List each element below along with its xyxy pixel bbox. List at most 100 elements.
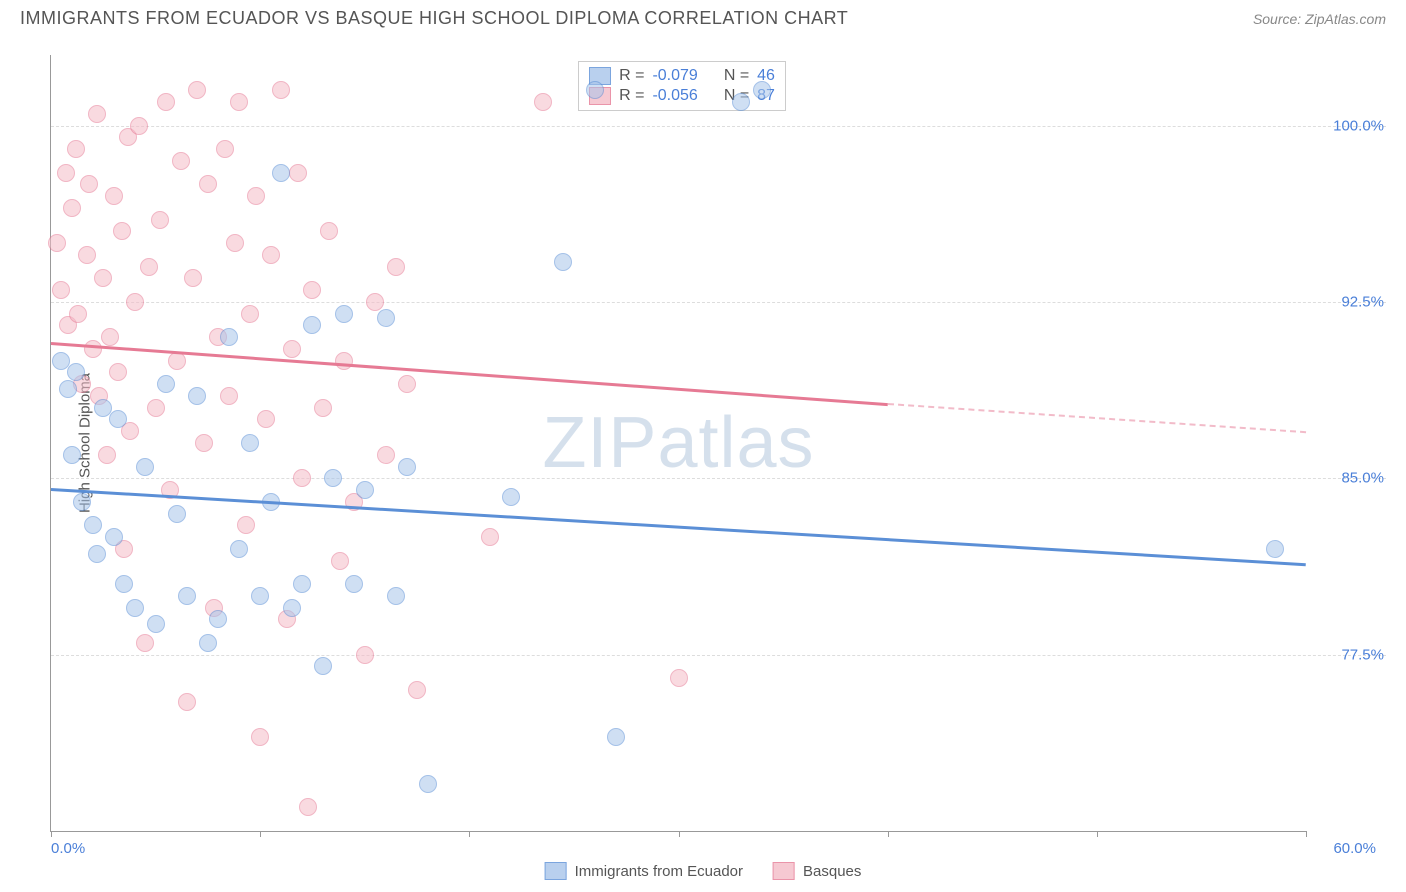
data-point [314, 657, 332, 675]
data-point [366, 293, 384, 311]
x-tick [469, 831, 470, 837]
data-point [126, 293, 144, 311]
gridline [51, 126, 1386, 127]
data-point [241, 305, 259, 323]
data-point [209, 610, 227, 628]
watermark: ZIPatlas [542, 402, 814, 484]
r-label: R = [619, 67, 644, 85]
data-point [67, 140, 85, 158]
data-point [84, 516, 102, 534]
data-point [251, 728, 269, 746]
legend-label: Basques [803, 863, 861, 880]
data-point [272, 81, 290, 99]
data-point [188, 387, 206, 405]
data-point [377, 309, 395, 327]
gridline [51, 655, 1386, 656]
data-point [178, 693, 196, 711]
trend-line-extrapolated [888, 403, 1306, 433]
data-point [283, 599, 301, 617]
data-point [88, 105, 106, 123]
data-point [377, 446, 395, 464]
data-point [220, 387, 238, 405]
x-tick [51, 831, 52, 837]
data-point [115, 575, 133, 593]
data-point [178, 587, 196, 605]
data-point [63, 199, 81, 217]
data-point [172, 152, 190, 170]
scatter-chart: High School Diploma ZIPatlas 0.0% 60.0% … [50, 55, 1306, 832]
data-point [534, 93, 552, 111]
data-point [140, 258, 158, 276]
data-point [130, 117, 148, 135]
data-point [324, 469, 342, 487]
data-point [168, 352, 186, 370]
data-point [398, 458, 416, 476]
data-point [345, 575, 363, 593]
y-tick-label: 85.0% [1341, 470, 1384, 487]
data-point [331, 552, 349, 570]
data-point [753, 81, 771, 99]
data-point [732, 93, 750, 111]
data-point [408, 681, 426, 699]
data-point [314, 399, 332, 417]
source-attribution: Source: ZipAtlas.com [1253, 11, 1386, 27]
chart-header: IMMIGRANTS FROM ECUADOR VS BASQUE HIGH S… [0, 0, 1406, 33]
data-point [257, 410, 275, 428]
data-point [293, 575, 311, 593]
r-label: R = [619, 87, 644, 105]
gridline [51, 302, 1386, 303]
data-point [320, 222, 338, 240]
data-point [481, 528, 499, 546]
data-point [289, 164, 307, 182]
data-point [199, 634, 217, 652]
data-point [195, 434, 213, 452]
data-point [387, 258, 405, 276]
data-point [272, 164, 290, 182]
data-point [226, 234, 244, 252]
data-point [168, 505, 186, 523]
source-prefix: Source: [1253, 11, 1305, 27]
data-point [293, 469, 311, 487]
data-point [241, 434, 259, 452]
data-point [136, 634, 154, 652]
data-point [247, 187, 265, 205]
data-point [303, 316, 321, 334]
data-point [419, 775, 437, 793]
r-value: -0.056 [652, 87, 697, 105]
legend-item: Basques [773, 862, 861, 880]
data-point [356, 646, 374, 664]
y-tick-label: 92.5% [1341, 293, 1384, 310]
data-point [98, 446, 116, 464]
data-point [184, 269, 202, 287]
data-point [230, 93, 248, 111]
data-point [88, 545, 106, 563]
data-point [199, 175, 217, 193]
data-point [251, 587, 269, 605]
data-point [283, 340, 301, 358]
legend-swatch-icon [773, 862, 795, 880]
gridline [51, 478, 1386, 479]
data-point [220, 328, 238, 346]
data-point [84, 340, 102, 358]
data-point [67, 363, 85, 381]
data-point [147, 615, 165, 633]
data-point [188, 81, 206, 99]
legend-swatch-icon [545, 862, 567, 880]
data-point [607, 728, 625, 746]
data-point [52, 281, 70, 299]
data-point [554, 253, 572, 271]
data-point [237, 516, 255, 534]
bottom-legend: Immigrants from Ecuador Basques [545, 862, 862, 880]
data-point [356, 481, 374, 499]
source-name: ZipAtlas.com [1305, 11, 1386, 27]
x-axis-min-label: 0.0% [51, 840, 85, 857]
data-point [147, 399, 165, 417]
data-point [48, 234, 66, 252]
x-tick [1097, 831, 1098, 837]
data-point [335, 352, 353, 370]
data-point [151, 211, 169, 229]
data-point [216, 140, 234, 158]
x-tick [1306, 831, 1307, 837]
data-point [670, 669, 688, 687]
data-point [299, 798, 317, 816]
